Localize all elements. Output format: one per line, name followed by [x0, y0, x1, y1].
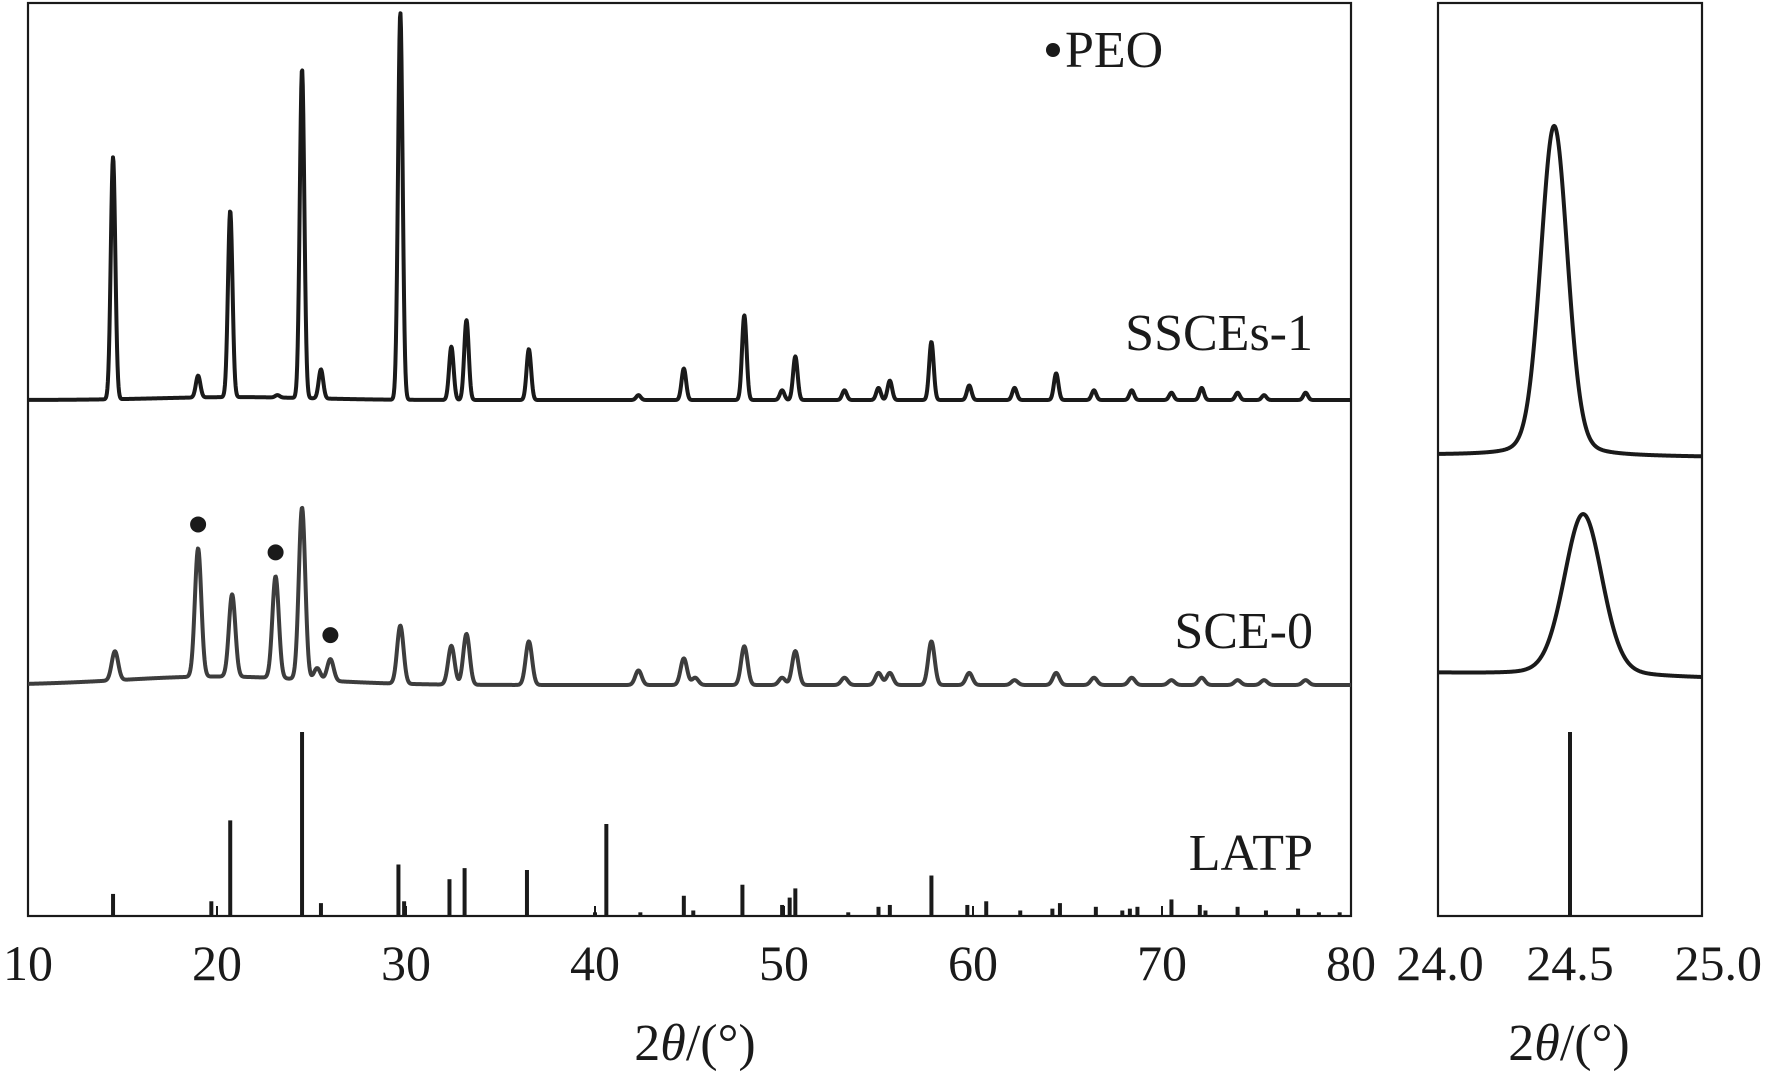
- main-x-ticks: 10 20 30 40 50 60 70 80: [3, 906, 1376, 991]
- zoom-sticks-latp: [1475, 732, 1572, 916]
- zoom-traces: [1436, 123, 1704, 916]
- peo-marker-0: [190, 516, 207, 533]
- zoom-x-tick-label-25-0: 25.0: [1675, 935, 1763, 991]
- series-label-sscess-1: SSCEs-1: [1125, 305, 1313, 362]
- series-label-latp: LATP: [1189, 825, 1313, 882]
- trace-sce-0: [26, 505, 1353, 687]
- zoom-panel: 24.0 24.5 25.0 2θ/(°): [1396, 1, 1762, 1072]
- zoom-trace-ssces-1: [1436, 123, 1704, 459]
- main-x-tick-label-10: 10: [3, 935, 53, 991]
- main-panel: 10 20 30 40 50 60 70 80 PEO SSCEs-1 SCE-0 LATP …: [3, 1, 1376, 1072]
- main-x-tick-label-70: 70: [1137, 935, 1187, 991]
- main-x-tick-label-50: 50: [759, 935, 809, 991]
- legend-peo-marker: [1046, 43, 1060, 57]
- zoom-x-ticks: 24.0 24.5 25.0: [1396, 906, 1762, 991]
- zoom-x-tick-label-24-0: 24.0: [1396, 935, 1484, 991]
- main-traces: [26, 11, 1353, 916]
- main-x-axis-label: 2θ/(°): [634, 1015, 755, 1072]
- main-plot-frame: [26, 1, 1353, 918]
- main-x-tick-label-30: 30: [381, 935, 431, 991]
- zoom-trace-sce-0: [1436, 512, 1704, 679]
- peo-markers: [190, 516, 339, 644]
- zoom-x-tick-label-24-5: 24.5: [1526, 935, 1614, 991]
- series-label-sce-0: SCE-0: [1174, 603, 1313, 660]
- legend: PEO: [1046, 22, 1163, 79]
- main-x-tick-label-40: 40: [570, 935, 620, 991]
- peo-marker-2: [322, 627, 339, 644]
- main-x-tick-label-60: 60: [948, 935, 998, 991]
- peo-marker-1: [267, 544, 284, 561]
- sticks-latp: [111, 732, 1342, 916]
- trace-ssces-1: [26, 11, 1353, 402]
- zoom-x-axis-label: 2θ/(°): [1508, 1015, 1629, 1072]
- legend-peo-label: PEO: [1065, 22, 1163, 79]
- main-x-tick-label-80: 80: [1326, 935, 1376, 991]
- main-x-tick-label-20: 20: [192, 935, 242, 991]
